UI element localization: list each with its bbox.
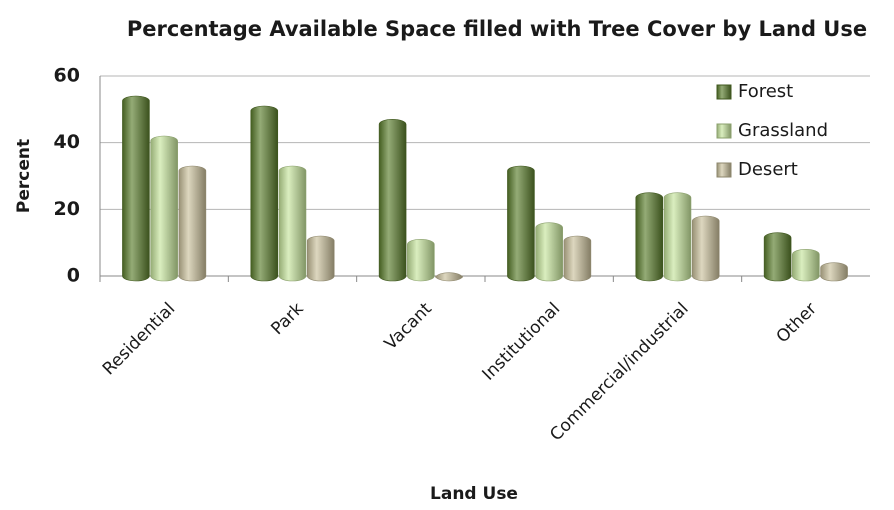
chart-title: Percentage Available Space filled with T…: [127, 17, 867, 41]
bar: [820, 262, 848, 282]
x-tick-label: Residential: [99, 299, 179, 379]
x-axis-label: Land Use: [430, 484, 518, 504]
bar: [407, 239, 435, 282]
bar: [278, 165, 307, 282]
bar: [150, 135, 178, 282]
y-tick-label: 20: [54, 198, 80, 220]
y-tick-label: 60: [54, 65, 80, 87]
bar: [792, 249, 820, 282]
bar: [763, 232, 792, 282]
bar: [178, 165, 207, 282]
x-tick-label: Institutional: [479, 299, 565, 385]
legend-swatch: [716, 162, 732, 178]
legend-label: Desert: [738, 159, 798, 180]
x-tick-label: Park: [267, 299, 307, 339]
legend-swatch: [716, 84, 732, 100]
bar: [250, 105, 279, 282]
bar: [507, 165, 535, 282]
bar: [663, 192, 692, 282]
legend-label: Forest: [738, 81, 793, 102]
bar: [122, 95, 150, 282]
y-tick-label: 0: [67, 265, 80, 287]
bar: [378, 119, 407, 282]
legend-label: Grassland: [738, 120, 828, 141]
bar: [306, 235, 335, 282]
y-tick-label: 40: [54, 131, 80, 153]
bar: [635, 192, 664, 282]
bar: [563, 235, 592, 282]
y-axis-label: Percent: [14, 139, 34, 213]
legend-swatch: [716, 123, 732, 139]
x-tick-label: Other: [773, 299, 821, 347]
x-tick-label: Vacant: [381, 299, 436, 354]
bar: [535, 222, 563, 282]
x-tick-label: Commercial/industrial: [546, 299, 692, 445]
bar: [435, 272, 463, 282]
bar: [691, 215, 720, 282]
